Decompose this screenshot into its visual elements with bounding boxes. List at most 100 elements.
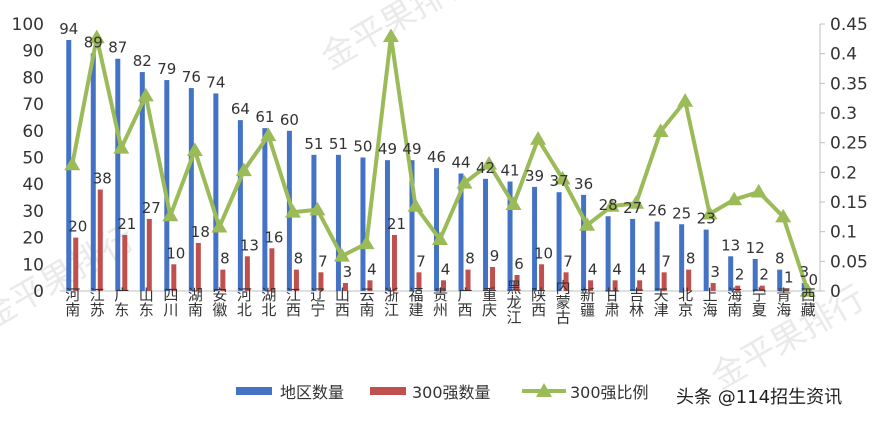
label-region-count-9: 60 [280,111,299,129]
label-top300-count-17: 9 [490,247,500,265]
category-label-22: 甘肃 [603,287,621,317]
category-label-3: 山东 [137,287,155,317]
bar-region-count-28 [752,258,758,291]
point-top300-ratio-11 [333,247,350,262]
bar-region-count-5 [188,88,194,291]
category-label-6: 安徽 [210,287,228,317]
point-top300-ratio-15 [432,231,448,245]
label-region-count-12: 50 [353,138,372,156]
bar-region-count-19 [532,186,538,291]
legend-label-top300-count: 300强数量 [412,383,491,402]
label-top300-count-24: 7 [661,252,671,270]
category-label-7: 河北 [235,287,253,317]
y-left-tick-0: 0 [33,282,44,302]
point-top300-ratio-17 [481,156,498,170]
watermark-0: 金平果排行 [315,0,482,78]
label-region-count-16: 44 [451,154,470,172]
y-left-tick-10: 100 [12,15,44,35]
label-top300-count-19: 10 [534,244,553,262]
label-region-count-6: 74 [206,73,225,91]
bar-top300-count-14 [416,272,422,291]
bar-region-count-3 [139,72,145,291]
bar-region-count-17 [483,178,489,291]
bar-top300-count-15 [441,280,446,291]
y-left-tick-3: 30 [22,202,44,222]
label-top300-count-22: 4 [612,260,622,278]
category-label-25: 北京 [676,287,694,318]
y-right-tick-9: 0.45 [830,15,868,35]
label-top300-count-9: 8 [294,250,304,268]
y-right-tick-8: 0.4 [830,45,857,65]
label-region-count-19: 39 [525,167,544,185]
y-left-tick-8: 80 [22,68,44,88]
bar-region-count-10 [311,154,317,291]
legend-swatch-region-count [236,387,272,395]
point-top300-ratio-26 [701,205,718,220]
category-label-19: 陕西 [529,287,547,317]
bar-top300-count-7 [244,256,250,291]
point-top300-ratio-29 [775,208,792,223]
point-top300-ratio-24 [652,123,669,137]
bar-region-count-24 [654,221,660,291]
point-top300-ratio-5 [186,142,203,156]
point-top300-ratio-13 [382,28,399,43]
label-top300-count-13: 21 [387,215,406,233]
credit-text: 头条 @114招生资讯 [676,387,842,408]
point-top300-ratio-9 [284,204,301,218]
label-region-count-30: 3 [799,263,809,281]
point-top300-ratio-30 [799,283,816,297]
bar-region-count-21 [581,194,587,291]
label-region-count-15: 46 [427,148,446,166]
point-top300-ratio-0 [64,156,81,171]
category-label-12: 云南 [357,287,375,317]
bar-region-count-15 [434,168,439,291]
category-label-30: 西藏 [799,287,817,318]
label-region-count-5: 76 [182,68,201,86]
bar-top300-count-27 [735,285,741,291]
category-label-18: 黑龙江 [505,280,523,325]
label-region-count-27: 13 [721,236,740,254]
bar-region-count-29 [777,269,783,291]
label-top300-count-23: 4 [637,260,647,278]
label-top300-count-20: 7 [563,252,573,270]
label-region-count-10: 51 [304,135,323,153]
bar-region-count-8 [262,128,268,291]
category-label-20: 内蒙古 [554,280,572,325]
label-top300-count-15: 4 [441,260,451,278]
bar-region-count-26 [703,229,709,291]
label-top300-count-7: 13 [240,236,259,254]
point-top300-ratio-14 [407,198,424,212]
point-top300-ratio-10 [309,201,326,216]
label-region-count-2: 87 [108,39,127,57]
bar-top300-count-23 [637,280,643,291]
y-right-tick-2: 0.1 [830,223,857,243]
point-top300-ratio-22 [603,198,620,212]
label-region-count-7: 64 [231,100,250,118]
label-region-count-23: 27 [623,199,642,217]
bar-top300-count-28 [759,285,765,291]
label-region-count-22: 28 [599,196,618,214]
label-region-count-25: 25 [672,204,691,222]
y-left-tick-5: 50 [22,149,44,169]
y-left-tick-4: 40 [22,175,44,195]
x-axis-category-labels: 河南 江苏 广东 山东 四川 湖南 安徽 河北 湖北 江西 辽宁 山西 云南 浙江 福建 贵州 广西 重庆 黑龙江陕… [63,280,816,325]
legend-label-region-count: 地区数量 [280,383,344,402]
point-top300-ratio-25 [677,93,694,107]
bar-top300-count-0 [73,237,79,291]
y-right-tick-5: 0.25 [830,134,868,154]
y-left-tick-1: 10 [22,255,44,275]
category-label-14: 福建 [406,287,424,317]
bar-region-count-13 [384,160,390,291]
label-top300-count-11: 3 [343,263,353,281]
y-right-tick-6: 0.3 [830,104,857,124]
point-top300-ratio-19 [530,131,547,145]
bar-top300-count-12 [367,280,373,291]
point-top300-ratio-27 [726,191,743,206]
point-top300-ratio-2 [113,140,130,154]
category-label-4: 四川 [161,287,179,317]
category-label-5: 湖南 [186,287,204,317]
bar-region-count-27 [728,256,734,291]
bar-top300-count-18 [514,274,520,291]
